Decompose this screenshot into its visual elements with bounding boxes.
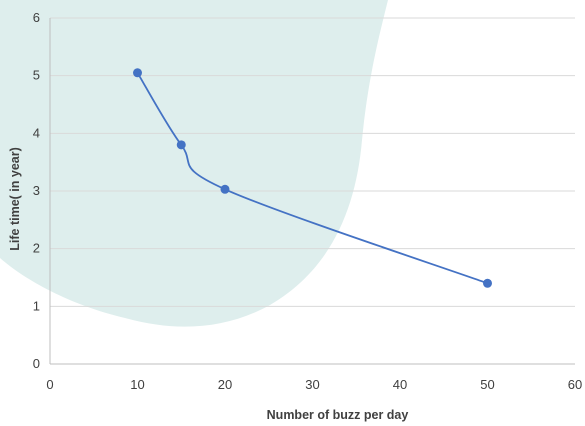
x-axis-title: Number of buzz per day [267,408,409,422]
data-point-50 [483,278,492,288]
y-tick-label-5: 5 [33,68,40,83]
y-tick-label-0: 0 [33,356,40,371]
data-point-10 [133,68,142,78]
y-tick-labels: 0 1 2 3 4 5 6 [33,10,40,371]
axes [49,18,575,365]
x-tick-label-30: 30 [305,377,319,392]
data-points [133,68,492,288]
x-tick-label-50: 50 [480,377,494,392]
x-tick-label-10: 10 [130,377,144,392]
x-tick-label-60: 60 [568,377,582,392]
y-tick-label-6: 6 [33,10,40,25]
y-tick-label-1: 1 [33,298,40,313]
data-point-20 [220,184,230,194]
x-tick-label-40: 40 [393,377,407,392]
y-tick-label-3: 3 [33,183,40,198]
y-axis-title: Life time( in year) [8,147,22,251]
y-tick-label-2: 2 [33,241,40,256]
background-blob [0,0,388,327]
x-tick-label-20: 20 [218,377,232,392]
x-tick-labels: 0 10 20 30 40 50 60 [46,377,582,392]
data-point-15 [176,140,186,150]
y-tick-label-4: 4 [33,125,40,140]
series-line [136,72,488,285]
x-tick-label-0: 0 [46,377,53,392]
